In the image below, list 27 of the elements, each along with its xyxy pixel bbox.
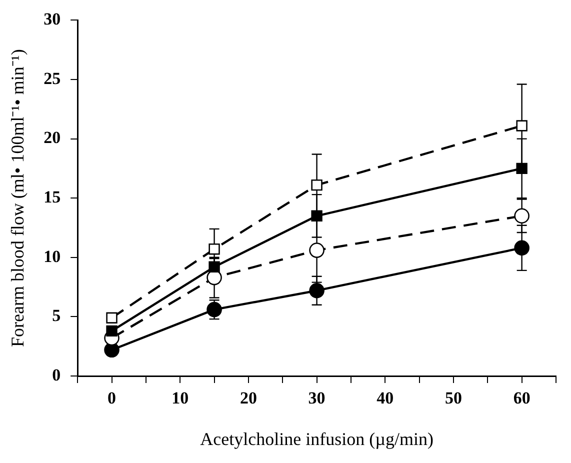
y-tick-label: 25 [44, 68, 61, 88]
point [106, 325, 118, 337]
point [106, 312, 118, 324]
point [514, 208, 530, 224]
y-tick-label: 0 [52, 365, 61, 384]
y-tick-label: 5 [52, 306, 61, 326]
y-axis-title: Forearm blood flow (ml• 100ml⁻¹• min⁻¹) [8, 49, 28, 348]
x-tick-label: 0 [108, 388, 116, 408]
x-tick-label: 60 [513, 388, 530, 408]
point [311, 179, 322, 191]
point [514, 240, 530, 256]
x-tick-label: 10 [172, 388, 189, 408]
point [516, 120, 528, 132]
point [516, 162, 528, 174]
point [309, 282, 324, 298]
x-axis-title: Acetylcholine infusion (µg/min) [200, 428, 434, 449]
y-tick-label: 30 [44, 10, 61, 29]
point [309, 242, 324, 258]
y-tick-label: 10 [44, 246, 61, 266]
x-tick-label: 40 [376, 388, 394, 408]
point [208, 244, 220, 255]
x-tick-label: 30 [308, 388, 326, 408]
y-tick-label: 20 [44, 128, 61, 148]
y-tick-label: 15 [44, 187, 61, 206]
point [311, 210, 322, 222]
x-tick-label: 20 [240, 388, 257, 408]
x-tick-label: 50 [444, 388, 462, 408]
